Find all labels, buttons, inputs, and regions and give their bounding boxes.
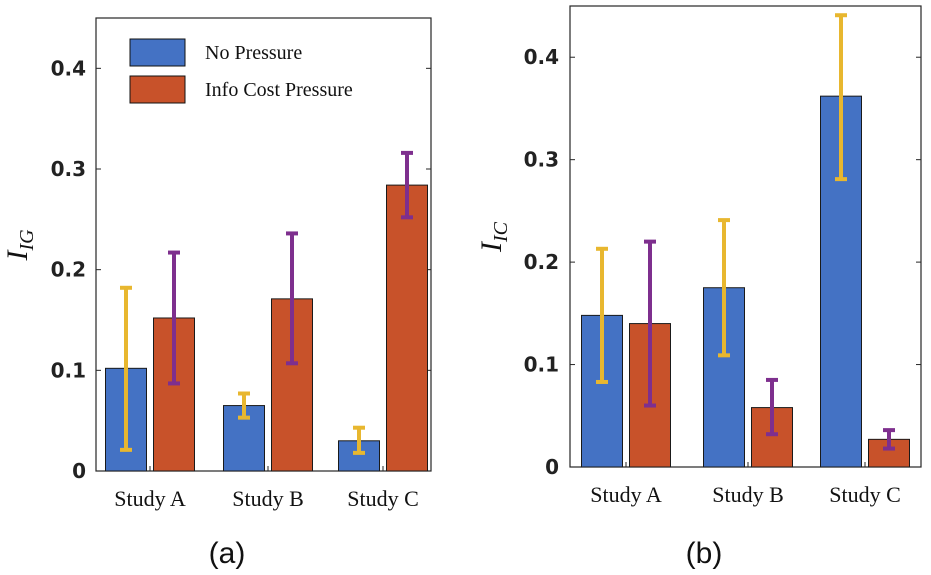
panel-a-ytick-label: 0.3 xyxy=(51,157,86,181)
panel-a-y-axis-label-sub: IG xyxy=(16,229,38,252)
panel-b-error-bar-no-pressure xyxy=(596,246,608,384)
panel-b-ytick-label: 0 xyxy=(545,455,559,479)
panel-a-error-bar-info-cost xyxy=(286,231,298,366)
panel-b-error-bar-info-cost xyxy=(644,239,656,408)
legend-swatch-no-pressure xyxy=(129,38,186,67)
panel-a-ytick-label: 0.1 xyxy=(51,358,86,382)
panel-b-axes-box xyxy=(569,5,922,468)
panel-b-ytick-label: 0.2 xyxy=(524,250,559,274)
panel-b-xtick-label: Study A xyxy=(590,482,662,507)
panel-b-xtick-label: Study C xyxy=(829,482,901,507)
panel-a-error-bar-no-pressure xyxy=(120,285,132,452)
panel-a-error-bar-info-cost xyxy=(168,250,180,386)
panel-b-y-ticks: 0 0.1 0.2 0.3 0.4 xyxy=(524,45,921,479)
panel-b-bars xyxy=(581,13,910,468)
panel-b-x-tick-labels: Study A Study B Study C xyxy=(590,462,901,507)
legend-swatch-info-cost xyxy=(129,75,186,104)
panel-a-bars xyxy=(105,150,428,472)
panel-b-ytick-label: 0.3 xyxy=(524,148,559,172)
panel-b-xtick-label: Study B xyxy=(712,482,784,507)
panel-b-error-bar-no-pressure xyxy=(718,218,730,358)
panel-a-xtick-label: Study B xyxy=(232,486,304,511)
panel-b-label: (b) xyxy=(686,537,723,570)
panel-b-y-axis-label-sub: IC xyxy=(490,221,512,243)
panel-a-ytick-label: 0 xyxy=(72,459,86,483)
panel-a-x-tick-labels: Study A Study B Study C xyxy=(114,466,419,511)
panel-b: 00.10.20.30.4 Study A Study B Study C IIC … xyxy=(475,5,922,570)
legend: No Pressure Info Cost Pressure xyxy=(129,38,353,104)
panel-a-error-bar-no-pressure xyxy=(353,425,365,455)
panel-b-error-bar-info-cost xyxy=(883,428,895,451)
legend-label-info-cost: Info Cost Pressure xyxy=(205,79,353,101)
panel-a-error-bar-info-cost xyxy=(401,150,413,220)
panel-b-ytick-label: 0.4 xyxy=(524,45,559,69)
panel-a-ytick-label: 0.4 xyxy=(51,56,86,80)
panel-a: 00.10.20.30.4 Study A Study B Study C IIG … xyxy=(1,17,432,570)
panel-b-error-bar-info-cost xyxy=(766,377,778,437)
panel-a-error-bar-no-pressure xyxy=(238,391,250,420)
panel-a-xtick-label: Study A xyxy=(114,486,186,511)
panel-a-y-axis-label-main: I xyxy=(1,249,34,262)
panel-a-y-ticks: 0 0.1 0.2 0.3 0.4 xyxy=(51,56,431,483)
panel-a-bar-info-cost xyxy=(386,184,428,472)
panel-b-y-axis-label: IIC xyxy=(475,221,512,253)
panel-b-error-bar-no-pressure xyxy=(835,13,847,182)
panel-b-y-axis-label-main: I xyxy=(475,240,508,253)
panel-a-xtick-label: Study C xyxy=(347,486,419,511)
panel-a-y-axis-label: IIG xyxy=(1,229,38,262)
panel-b-ytick-label: 0.1 xyxy=(524,353,559,377)
panel-a-ytick-label: 0.2 xyxy=(51,258,86,282)
panel-a-label: (a) xyxy=(209,537,246,570)
legend-label-no-pressure: No Pressure xyxy=(205,42,302,64)
